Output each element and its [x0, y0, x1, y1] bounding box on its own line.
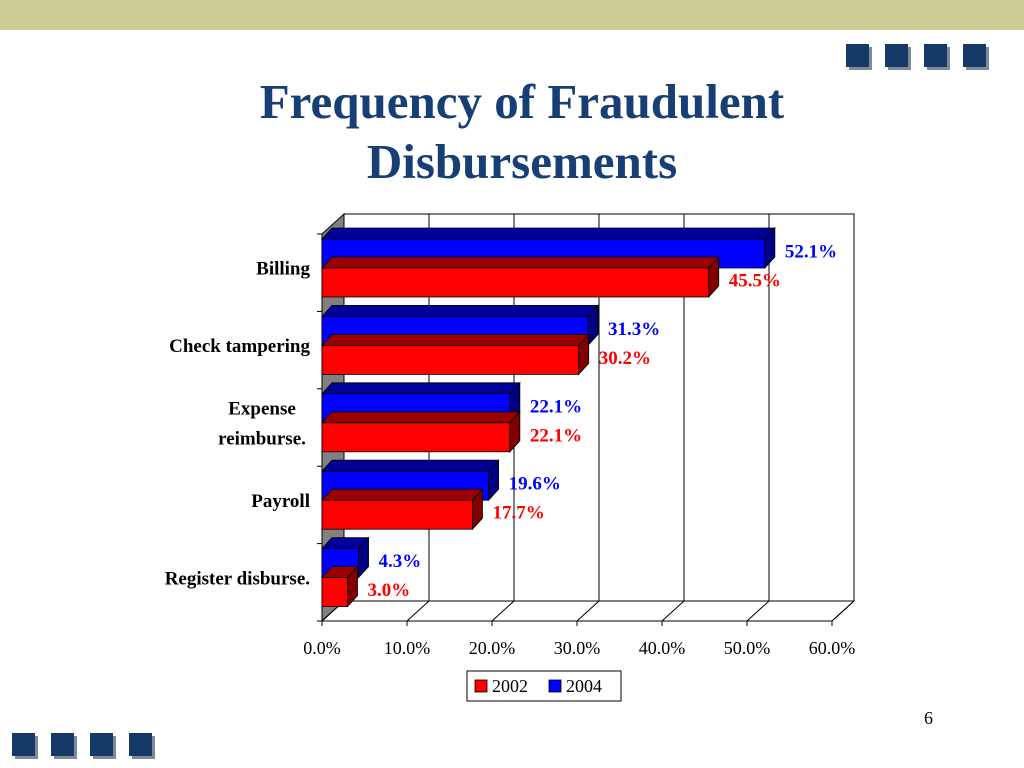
bar-top-face	[321, 304, 599, 317]
x-tick-label: 0.0%	[303, 638, 341, 658]
decorative-squares-top	[846, 44, 986, 67]
category-label: Expense	[228, 399, 296, 420]
bar-end-face	[472, 488, 483, 531]
bar-top-face	[321, 227, 776, 240]
bar-end-face	[347, 565, 358, 608]
floor-gridline	[491, 600, 515, 622]
bar-end-face	[764, 226, 776, 270]
data-label-2002: 17.7%	[492, 503, 544, 524]
bar-top-face	[321, 488, 484, 501]
bar-top-face	[321, 256, 720, 269]
slide-number: 6	[924, 708, 933, 728]
square-icon	[129, 733, 152, 756]
data-label-2004: 4.3%	[379, 551, 422, 572]
data-label-2004: 52.1%	[785, 242, 837, 263]
category-label: Billing	[256, 259, 310, 280]
slide-title-line2: Disbursements	[366, 134, 678, 189]
square-icon	[12, 733, 35, 756]
floor-gridline	[576, 600, 600, 622]
floor-gridline	[661, 600, 685, 622]
square-icon	[963, 44, 986, 67]
legend-label-2002: 2002	[492, 676, 528, 696]
decorative-squares-bottom	[12, 733, 152, 756]
bar-end-face	[509, 410, 521, 453]
bar-end-face	[488, 459, 500, 502]
slide-title: Frequency of Fraudulent Disbursements	[0, 72, 1024, 192]
floor-gridline	[746, 600, 770, 622]
square-icon	[846, 44, 869, 67]
data-label-2004: 19.6%	[509, 474, 561, 495]
top-accent-bar	[0, 0, 1024, 30]
legend-swatch-2002	[474, 679, 488, 693]
x-tick-label: 40.0%	[639, 638, 686, 658]
data-label-2002: 45.5%	[729, 271, 781, 292]
x-tick-label: 20.0%	[469, 638, 516, 658]
square-icon	[924, 44, 947, 67]
x-tick-label: 30.0%	[554, 638, 601, 658]
square-icon	[90, 733, 113, 756]
x-tick-label: 10.0%	[384, 638, 431, 658]
bar-2002	[321, 422, 511, 453]
bar-end-face	[708, 255, 720, 299]
data-label-2002: 30.2%	[599, 348, 651, 369]
category-label: Register disburse.	[165, 568, 310, 589]
category-label: Check tampering	[169, 336, 310, 357]
square-icon	[51, 733, 74, 756]
floor-gridline	[406, 600, 430, 622]
data-label-2004: 31.3%	[608, 319, 660, 340]
data-label-2004: 22.1%	[530, 396, 582, 417]
slide-title-line1: Frequency of Fraudulent	[259, 74, 785, 129]
bar-top-face	[321, 333, 590, 346]
legend-swatch-2004	[548, 679, 562, 693]
data-label-2002: 3.0%	[368, 580, 411, 601]
x-tick-label: 50.0%	[724, 638, 771, 658]
bar-2002	[321, 577, 348, 607]
x-tick-label: 60.0%	[809, 638, 856, 658]
floor-gridline	[831, 600, 855, 622]
bar-top-face	[321, 411, 521, 424]
legend-label-2004: 2004	[566, 676, 602, 696]
bar-2002	[321, 499, 473, 530]
bar-end-face	[358, 536, 369, 579]
category-label: reimburse.	[218, 429, 306, 450]
category-label: Payroll	[251, 491, 310, 512]
bar-top-face	[321, 459, 500, 472]
bar-2002	[321, 344, 580, 375]
data-label-2002: 22.1%	[530, 425, 582, 446]
legend-box	[466, 670, 622, 702]
square-icon	[885, 44, 908, 67]
bar-end-face	[578, 333, 590, 376]
bar-top-face	[321, 382, 521, 395]
bar-2002	[321, 267, 710, 298]
